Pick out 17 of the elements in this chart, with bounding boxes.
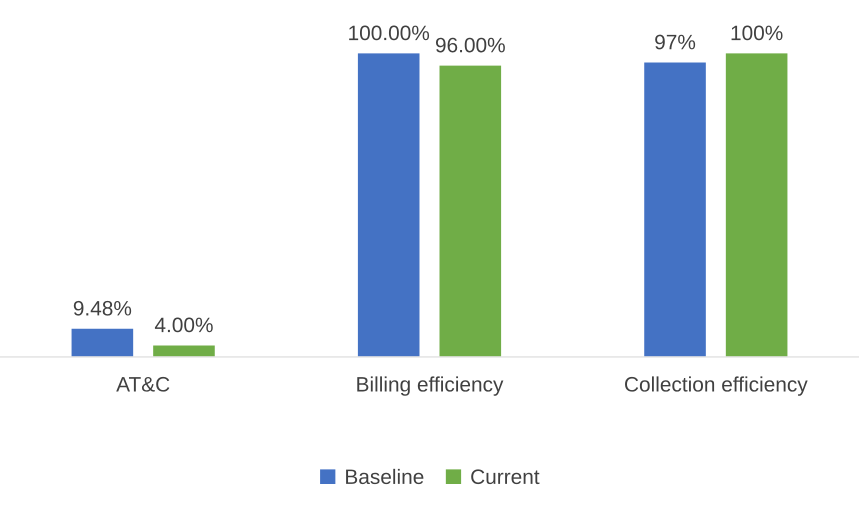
x-tick-label: Collection efficiency [625,376,808,396]
data-label: 97% [655,34,696,50]
bar [356,52,421,357]
data-label: 100% [732,26,783,40]
x-tick-label: AT&C [116,376,170,392]
legend-label: Baseline [346,468,424,484]
data-label: 4.00% [154,318,213,332]
bar [438,64,502,357]
bar [152,344,216,357]
bar [70,327,135,357]
data-label: 100.00% [349,26,430,40]
legend-label: Current [471,469,540,484]
data-label: 96.00% [436,38,505,52]
x-tick-label: Billing efficiency [357,376,504,396]
bar [724,52,789,357]
bar [642,61,708,357]
data-label: 9.48% [74,300,132,316]
